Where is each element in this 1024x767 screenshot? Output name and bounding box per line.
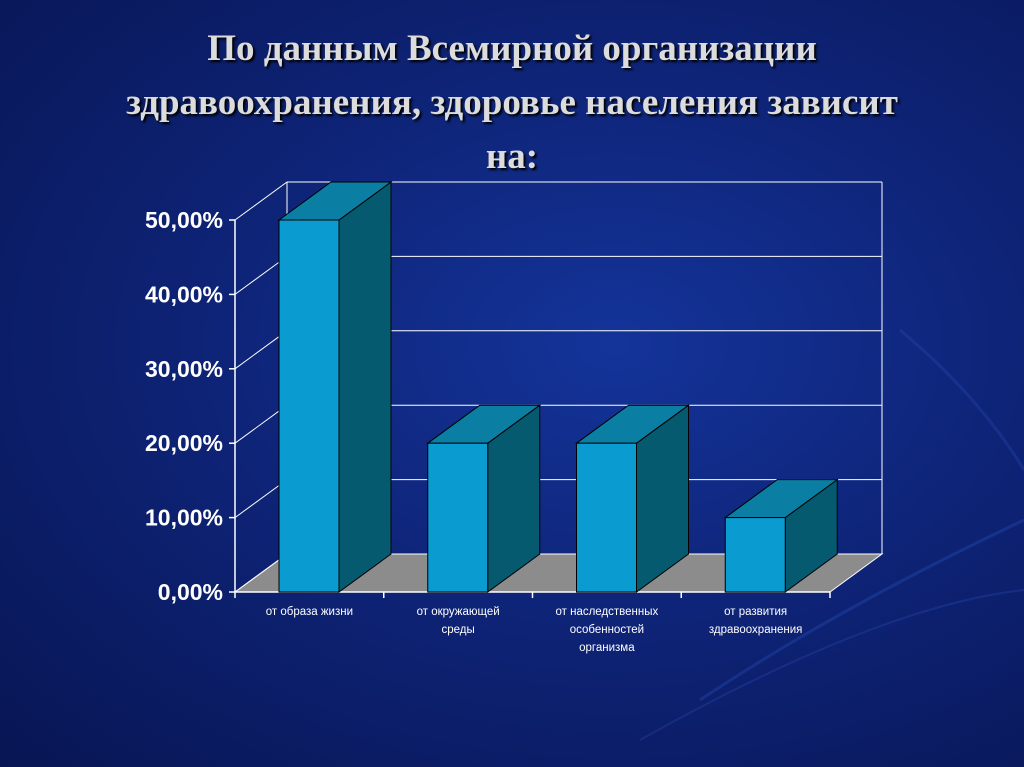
y-tick-label: 40,00%: [145, 281, 223, 307]
gridline-side: [234, 553, 288, 593]
x-tick-label: от развития: [724, 606, 787, 618]
x-tick-label: особенностей: [570, 624, 644, 636]
x-tick-label: от окружающей: [417, 606, 500, 618]
gridline-side: [234, 181, 288, 221]
x-tick-label: здравоохранения: [709, 624, 802, 636]
y-tick-label: 10,00%: [145, 505, 223, 531]
gridline-side: [234, 479, 288, 519]
x-tick-label: от наследственных: [555, 606, 658, 618]
title-line: на:: [485, 136, 539, 177]
title-line: здравоохранения, здоровье населения зави…: [126, 82, 898, 123]
gridline-side: [234, 330, 288, 370]
page-title: По данным Всемирной организации здравоох…: [40, 22, 984, 184]
gridline-side: [234, 255, 288, 295]
x-tick-label: среды: [441, 624, 474, 636]
bar: [576, 442, 637, 593]
bar: [724, 517, 786, 593]
x-tick-label: организма: [579, 642, 635, 654]
gridline-side: [234, 404, 288, 444]
y-tick-label: 30,00%: [145, 356, 223, 382]
y-tick-label: 50,00%: [145, 207, 223, 233]
title-line: По данным Всемирной организации: [207, 28, 817, 69]
y-tick-label: 20,00%: [145, 430, 223, 456]
bar: [278, 219, 340, 593]
bar-side: [338, 181, 392, 593]
bar: [427, 442, 489, 593]
y-tick-label: 0,00%: [158, 579, 223, 605]
x-tick-label: от образа жизни: [266, 606, 353, 618]
